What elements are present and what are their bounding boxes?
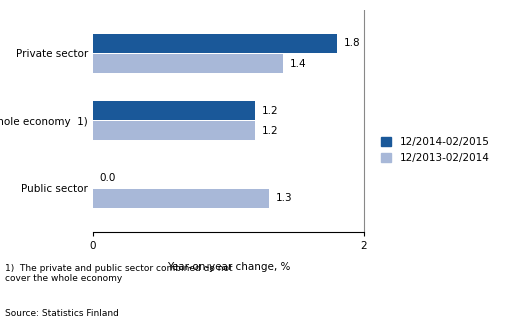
Bar bbox=[93, 121, 255, 140]
Text: 1.2: 1.2 bbox=[262, 126, 279, 136]
Text: Year-on-year change, %: Year-on-year change, % bbox=[167, 262, 290, 272]
Text: 1.2: 1.2 bbox=[262, 106, 279, 116]
Text: 0.0: 0.0 bbox=[99, 173, 116, 183]
Bar bbox=[93, 189, 269, 208]
Text: 1.4: 1.4 bbox=[289, 59, 306, 69]
Bar bbox=[93, 34, 337, 53]
Text: 1)  The private and public sector combined do not
cover the whole economy: 1) The private and public sector combine… bbox=[5, 264, 233, 283]
Text: 1.8: 1.8 bbox=[344, 38, 360, 48]
Bar bbox=[93, 101, 255, 120]
Legend: 12/2014-02/2015, 12/2013-02/2014: 12/2014-02/2015, 12/2013-02/2014 bbox=[381, 137, 489, 163]
Text: 1.3: 1.3 bbox=[276, 193, 293, 203]
Bar bbox=[93, 54, 283, 73]
Text: Source: Statistics Finland: Source: Statistics Finland bbox=[5, 309, 119, 318]
